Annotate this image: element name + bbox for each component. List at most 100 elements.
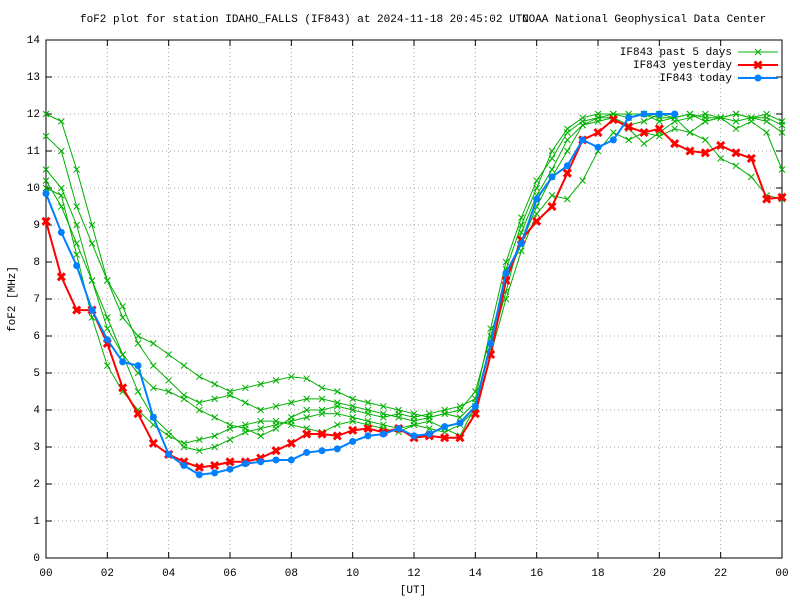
point xyxy=(364,432,372,440)
x-tick-label: 04 xyxy=(162,568,176,580)
point xyxy=(701,110,709,118)
point xyxy=(624,122,634,132)
point xyxy=(440,433,450,443)
point xyxy=(119,303,127,310)
legend-marker xyxy=(753,60,763,70)
point xyxy=(211,443,219,451)
point xyxy=(562,168,572,178)
point xyxy=(118,383,128,393)
point xyxy=(471,402,479,410)
point xyxy=(563,195,571,203)
point xyxy=(655,110,663,118)
point xyxy=(640,140,648,147)
point xyxy=(778,166,786,173)
point xyxy=(548,147,556,155)
point xyxy=(594,143,602,151)
point xyxy=(134,340,142,347)
point xyxy=(533,195,541,203)
point xyxy=(379,430,387,438)
point xyxy=(716,140,726,151)
x-tick-label: 10 xyxy=(346,568,359,580)
point xyxy=(363,423,373,434)
point xyxy=(563,162,571,170)
point xyxy=(640,110,648,118)
point xyxy=(332,431,342,441)
point xyxy=(149,413,157,421)
x-tick-label: 08 xyxy=(285,568,298,580)
chart-subtitle: NOAA National Geophysical Data Center xyxy=(522,14,766,26)
point xyxy=(257,406,265,414)
point xyxy=(425,425,433,432)
point xyxy=(732,110,740,118)
point xyxy=(149,384,157,392)
point xyxy=(73,203,81,210)
point xyxy=(134,388,142,395)
point xyxy=(732,118,740,125)
point xyxy=(165,351,173,358)
point xyxy=(88,221,96,229)
x-tick-label: 22 xyxy=(714,568,727,580)
point xyxy=(42,190,50,198)
point xyxy=(732,162,740,170)
point xyxy=(593,127,603,138)
legend-label: IF843 past 5 days xyxy=(620,47,732,59)
x-tick-label: 14 xyxy=(469,568,483,580)
point xyxy=(165,450,173,458)
point xyxy=(455,433,465,443)
point xyxy=(395,410,403,418)
point xyxy=(763,114,771,122)
point xyxy=(517,214,525,221)
point xyxy=(103,336,111,344)
x-tick-label: 00 xyxy=(39,568,52,580)
point xyxy=(119,351,127,358)
x-tick-label: 12 xyxy=(407,568,420,580)
point xyxy=(547,201,557,212)
point xyxy=(271,446,281,456)
point xyxy=(149,340,157,347)
point xyxy=(73,166,81,173)
point xyxy=(287,399,295,406)
point xyxy=(225,457,235,467)
point xyxy=(425,410,433,418)
point xyxy=(349,395,357,403)
point xyxy=(532,216,542,226)
point xyxy=(303,406,311,414)
point xyxy=(165,377,173,384)
point xyxy=(639,127,649,138)
point xyxy=(211,469,219,477)
point xyxy=(517,229,525,236)
point xyxy=(671,118,679,125)
point xyxy=(671,125,679,133)
point xyxy=(57,118,65,125)
point xyxy=(563,129,571,136)
point xyxy=(502,269,510,277)
point xyxy=(410,432,418,440)
point xyxy=(425,430,433,438)
point xyxy=(272,456,280,464)
point xyxy=(548,166,556,173)
point xyxy=(42,166,50,173)
point xyxy=(333,402,341,410)
point xyxy=(272,377,280,384)
y-tick-label: 13 xyxy=(27,72,40,84)
point xyxy=(778,121,786,129)
y-tick-label: 3 xyxy=(33,442,40,454)
point xyxy=(302,429,312,439)
point xyxy=(563,147,571,155)
y-tick-label: 6 xyxy=(33,331,40,343)
point xyxy=(533,210,541,218)
point xyxy=(41,216,51,226)
point xyxy=(364,410,372,418)
point xyxy=(502,258,510,266)
point xyxy=(579,177,587,184)
point xyxy=(778,129,786,136)
point xyxy=(548,173,556,181)
legend-label: IF843 today xyxy=(659,73,732,85)
point xyxy=(655,118,663,125)
x-tick-label: 16 xyxy=(530,568,543,580)
legend-marker xyxy=(754,74,762,82)
point xyxy=(165,388,173,395)
point xyxy=(625,136,633,144)
point xyxy=(763,129,771,136)
point xyxy=(563,136,571,144)
